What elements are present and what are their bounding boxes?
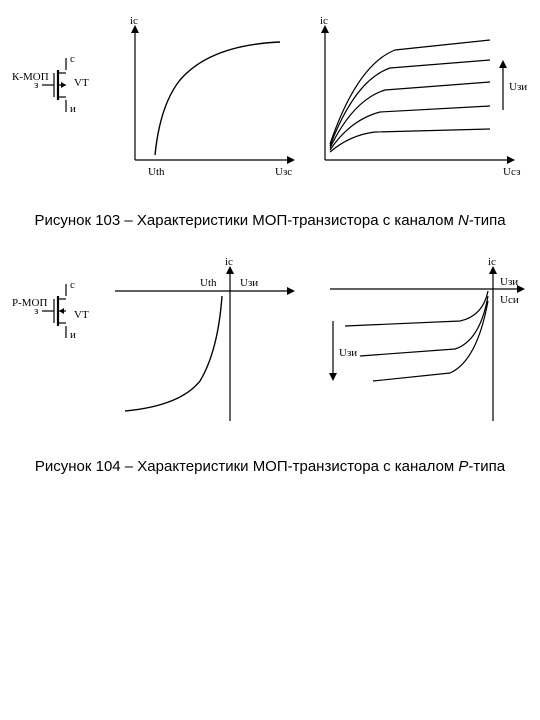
figure-103-caption: Рисунок 103 – Характеристики МОП-транзис…: [30, 210, 510, 231]
caption-104-italic: Р: [458, 458, 468, 475]
figure-103-svg: iс Uth Uзс iс Uсз: [90, 10, 530, 190]
pmos-transfer-yaxis: iс: [225, 256, 233, 268]
pmos-transfer-uzi: Uзи: [240, 277, 258, 289]
pmos-transfer-uth: Uth: [200, 277, 217, 289]
pmos-drain-label: с: [70, 279, 75, 291]
pmos-source-label: и: [70, 329, 76, 341]
caption-103-italic: N: [458, 212, 469, 229]
figure-104-row: Р-МОП с з и VT: [10, 256, 530, 441]
nmos-drain-label: с: [70, 53, 75, 65]
figure-103-row: К-МОП с з и: [10, 10, 530, 195]
nmos-transfer-uth: Uth: [148, 166, 165, 178]
caption-104-prefix: Рисунок 104 – Характеристики МОП-транзис…: [35, 458, 459, 475]
nmos-vt-label: VT: [74, 77, 89, 89]
pmos-output-chart: iс Uзи Uси Uзи: [329, 256, 525, 421]
nmos-output-curve-1: [330, 106, 490, 150]
figure-103-charts: iс Uth Uзс iс Uсз: [90, 10, 530, 195]
nmos-output-xaxis: Uсз: [503, 166, 520, 178]
pmos-symbol: Р-МОП с з и VT: [10, 256, 90, 406]
pmos-vt-label: VT: [74, 309, 89, 321]
nmos-source-label: и: [70, 103, 76, 115]
pmos-gate-label: з: [34, 305, 38, 317]
figure-104-caption: Рисунок 104 – Характеристики МОП-транзис…: [30, 456, 510, 477]
pmos-label: Р-МОП: [12, 297, 48, 309]
pmos-output-curve-0: [345, 291, 488, 326]
pmos-output-curve-2: [373, 301, 488, 381]
nmos-transfer-xaxis: Uзс: [275, 166, 292, 178]
pmos-output-side-label: Uзи: [339, 347, 357, 359]
nmos-transfer-curve: [155, 42, 280, 155]
pmos-output-xleft: Uзи: [500, 276, 518, 288]
nmos-output-chart: iс Uсз Uзи: [320, 15, 527, 178]
pmos-output-yaxis: iс: [488, 256, 496, 268]
nmos-output-yaxis: iс: [320, 15, 328, 27]
pmos-output-xright: Uси: [500, 294, 519, 306]
pmos-transfer-chart: iс Uth Uзи: [115, 256, 295, 421]
nmos-symbol: К-МОП с з и: [10, 10, 90, 160]
caption-103-suffix: -типа: [469, 212, 506, 229]
caption-103-prefix: Рисунок 103 – Характеристики МОП-транзис…: [34, 212, 458, 229]
nmos-output-curve-2: [330, 82, 490, 148]
nmos-symbol-block: К-МОП с з и: [10, 10, 90, 165]
pmos-transfer-curve: [125, 296, 222, 411]
nmos-output-side-label: Uзи: [509, 81, 527, 93]
pmos-output-curve-1: [360, 296, 488, 356]
figure-104-charts: iс Uth Uзи iс Uзи Uси: [90, 256, 530, 441]
nmos-output-curve-3: [330, 60, 490, 146]
caption-104-suffix: -типа: [468, 458, 505, 475]
nmos-output-curve-4: [330, 40, 490, 144]
nmos-gate-label: з: [34, 79, 38, 91]
pmos-symbol-block: Р-МОП с з и VT: [10, 256, 90, 411]
nmos-output-curve-0: [330, 129, 490, 152]
figure-104-svg: iс Uth Uзи iс Uзи Uси: [90, 256, 530, 436]
nmos-transfer-yaxis: iс: [130, 15, 138, 27]
nmos-label: К-МОП: [12, 71, 49, 83]
nmos-transfer-chart: iс Uth Uзс: [130, 15, 295, 178]
